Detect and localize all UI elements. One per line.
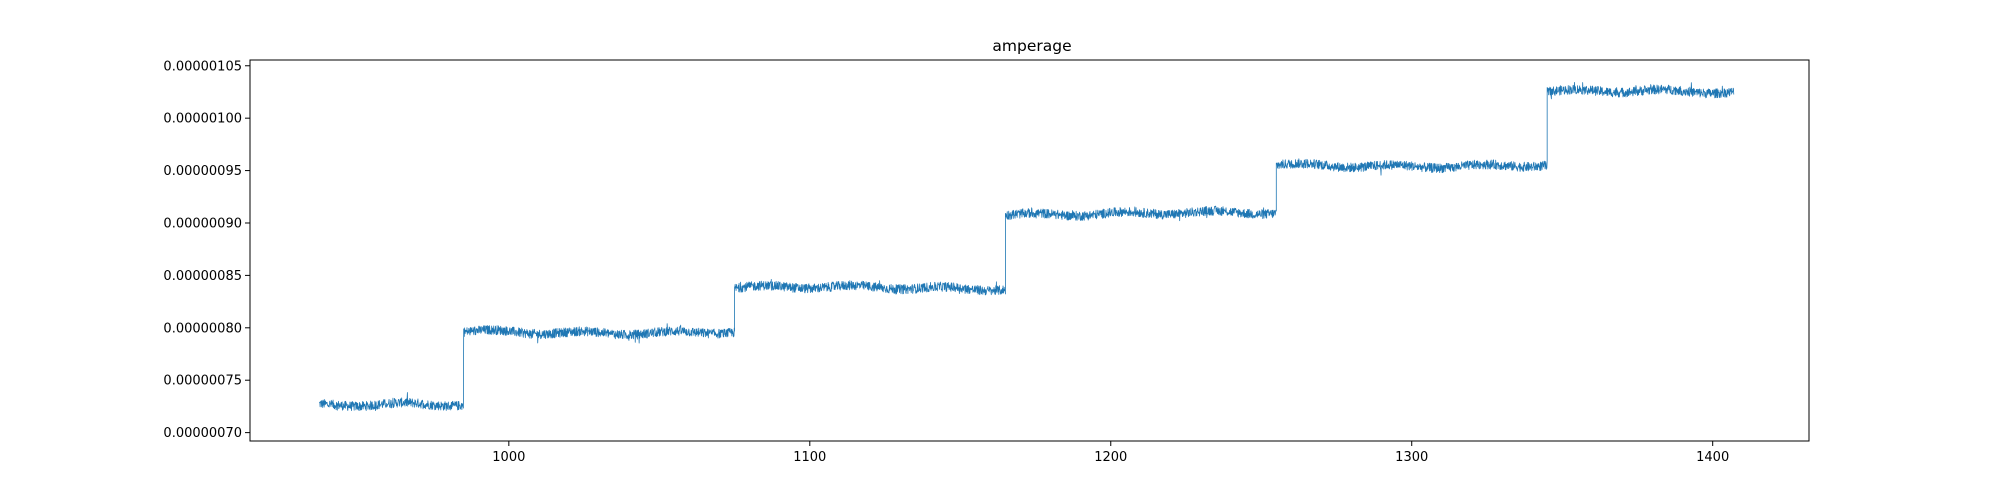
y-axis: 0.00000070 0.00000075 0.00000080 0.00000085…: [163, 59, 250, 441]
chart-title: amperage: [992, 37, 1071, 55]
y-tick-label: 0.00000105: [163, 59, 242, 74]
y-tick-label: 0.00000090: [163, 216, 242, 231]
plot-series: [318, 81, 1735, 412]
axes-frame: [249, 59, 1810, 442]
y-tick-label: 0.00000075: [163, 374, 242, 389]
y-tick-label: 0.00000085: [163, 269, 242, 284]
amperage-series-line: [318, 81, 1735, 412]
x-tick-label: 1400: [1696, 450, 1729, 465]
x-tick-label: 1100: [793, 450, 826, 465]
x-tick-label: 1200: [1094, 450, 1127, 465]
y-tick-label: 0.00000095: [163, 164, 242, 179]
y-tick-label: 0.00000100: [163, 112, 242, 127]
x-tick-label: 1300: [1395, 450, 1428, 465]
y-tick-label: 0.00000080: [163, 321, 242, 336]
y-tick-label: 0.00000070: [163, 426, 242, 441]
x-axis: 1000 1100 1200 1300 1400: [492, 441, 1729, 465]
x-tick-label: 1000: [492, 450, 525, 465]
